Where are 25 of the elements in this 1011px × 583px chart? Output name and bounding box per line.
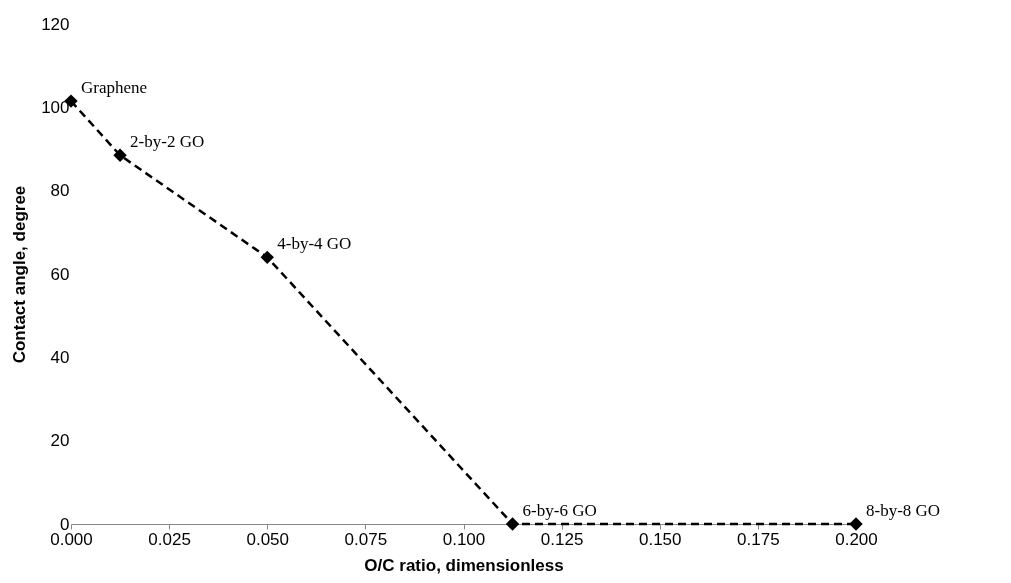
x-tick-label: 0.150 (638, 529, 682, 549)
y-tick-label: 100 (41, 97, 70, 117)
y-tick-label: 40 (50, 347, 70, 367)
point (505, 517, 520, 531)
annotation: 2-by-2 GO (130, 132, 205, 152)
x-tick-label: 0.175 (737, 529, 780, 549)
y-tick-label: 60 (50, 264, 70, 284)
annotation: 6-by-6 GO (522, 501, 597, 520)
point (260, 250, 274, 265)
y-tick-label: 120 (41, 14, 70, 34)
point (849, 517, 863, 531)
annotation: Graphene (81, 78, 148, 98)
x-tick-label: 0.050 (246, 529, 290, 549)
annotation: 8-by-8 GO (866, 501, 941, 520)
annotation: 4-by-4 GO (277, 234, 352, 254)
y-axis-title: Contact angle, degree (10, 185, 30, 364)
x-axis-title: O/C ratio, dimensionless (364, 555, 564, 575)
x-tick-label: 0.200 (835, 529, 878, 549)
point (113, 148, 127, 162)
x-tick-label: 0.025 (148, 529, 191, 549)
x-tick-label: 0.100 (442, 529, 486, 549)
y-tick-label: 80 (50, 181, 70, 201)
x-tick-label: 0.075 (344, 529, 388, 549)
y-tick-label: 20 (50, 431, 70, 451)
x-tick-label: 0.125 (540, 529, 584, 549)
